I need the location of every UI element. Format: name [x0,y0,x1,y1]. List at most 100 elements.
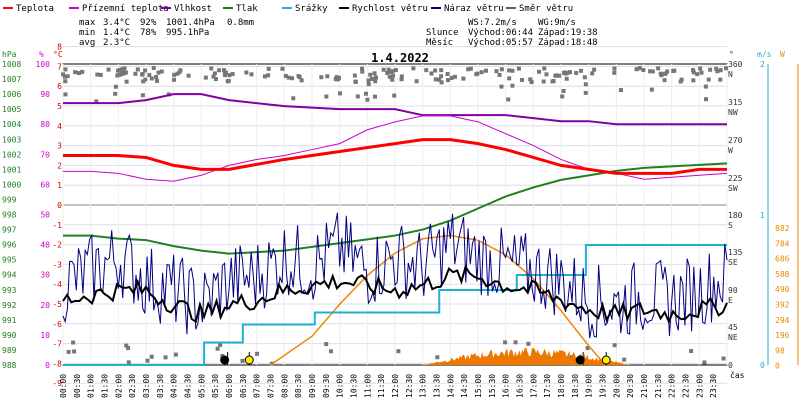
axis-percent-tick: 60 [40,180,50,189]
axis-direction-deg: 90 [728,286,738,295]
wind-direction-point [507,76,512,81]
wind-direction-point [173,352,178,357]
wind-direction-point [494,69,499,74]
wind-direction-point [163,355,168,360]
wind-direction-point [175,71,180,76]
axis-celsius-tick: -3 [52,260,62,269]
axis-celsius-tick: 2 [57,161,62,170]
axis-x-tick: 10:30 [350,374,359,398]
axis-celsius-tick: -9 [52,379,62,388]
wind-direction-point [411,66,416,71]
axis-x-tick: 07:30 [267,374,276,398]
wind-direction-point [446,78,451,83]
wind-direction-point [324,94,329,99]
legend-label: Tlak [236,4,258,14]
axis-hpa-tick: 996 [2,241,17,250]
legend-label: Vlhkost [174,4,212,14]
axis-hpa-tick: 992 [2,301,17,310]
axis-direction-name: NW [728,108,738,117]
axis-hpa-tick: 1008 [2,60,21,69]
wind-direction-point [113,91,118,96]
axis-x-tick: 03:30 [156,374,165,398]
wind-direction-point [325,74,330,79]
axis-percent-tick: 50 [40,211,50,220]
axis-x-tick: 17:30 [543,374,552,398]
axis-celsius-tick: -6 [52,320,62,329]
axis-hpa-tick: 988 [2,361,17,370]
wind-direction-point [468,66,473,71]
wind-direction-point [507,68,512,73]
wind-direction-point [612,66,617,71]
wind-direction-point [554,73,559,78]
axis-solar-tick: 784 [775,239,790,248]
axis-x-tick: 03:00 [142,374,151,398]
axis-hpa-tick: 993 [2,286,17,295]
wind-direction-point [62,74,67,79]
wind-direction-point [656,66,661,71]
wind-direction-point [528,77,533,82]
wind-direction-point [461,76,466,81]
wind-direction-point [385,70,390,75]
axis-windms-label: m/s [757,50,772,59]
axis-hpa-tick: 994 [2,271,17,280]
wind-direction-point [650,69,655,74]
series-pressure-line [63,162,728,255]
axis-solar-tick: 196 [775,331,790,340]
wind-direction-point [582,75,587,80]
wind-direction-point [63,92,68,97]
wind-direction-point [61,72,66,77]
wind-direction-point [283,73,288,78]
wind-direction-point [718,77,723,82]
wind-direction-point [363,91,368,96]
axis-hpa-tick: 1006 [2,90,21,99]
axis-x-tick: 12:00 [391,374,400,398]
wind-direction-point [334,75,339,80]
axis-hpa-tick: 1003 [2,135,21,144]
moon-rise: Východ:05:57 [468,38,533,48]
wind-direction-point [126,360,131,365]
wind-direction-point [360,69,365,74]
wind-direction-point [691,70,696,75]
series-wind-gust-line [62,212,728,339]
axis-x-tick: 00:30 [73,374,82,398]
axis-x-tick: 12:30 [405,374,414,398]
wind-direction-point [328,349,333,354]
axis-celsius-tick: 7 [57,62,62,71]
wind-direction-point [154,74,159,79]
axis-x-tick: 21:00 [640,374,649,398]
axis-x-tick: 11:00 [363,374,372,398]
wind-direction-point [634,67,639,72]
legend-label: Náraz větru [444,4,504,14]
wind-direction-point [622,357,627,362]
wind-direction-point [672,68,677,73]
wind-direction-point [262,74,267,79]
axis-direction-deg: 315 [728,98,743,107]
legend-label: Srážky [295,4,328,14]
wind-direction-point [337,91,342,96]
wind-direction-point [121,69,126,74]
axis-x-tick: 06:00 [225,374,234,398]
wind-direction-point [124,343,129,348]
wind-direction-point [140,72,145,77]
wind-direction-point [714,66,719,71]
axis-x-tick: 04:30 [184,374,193,398]
axis-celsius-tick: -1 [52,221,62,230]
axis-hpa-tick: 995 [2,256,17,265]
axis-x-tick: 18:30 [571,374,580,398]
stats-hum: 78% [140,28,157,38]
wind-direction-point [585,346,590,351]
axis-x-tick: 20:30 [626,374,635,398]
axis-x-tick: 11:30 [377,374,386,398]
moon-marker [575,355,585,365]
axis-hpa-tick: 1002 [2,150,21,159]
wind-direction-point [149,76,154,81]
wind-direction-point [73,70,78,75]
wind-direction-point [439,74,444,79]
wind-direction-point [366,78,371,83]
moon-label: Měsíc [426,38,453,48]
wind-direction-point [612,70,617,75]
wind-direction-point [72,349,77,354]
axis-x-tick: 15:30 [488,374,497,398]
wind-direction-point [324,342,329,347]
